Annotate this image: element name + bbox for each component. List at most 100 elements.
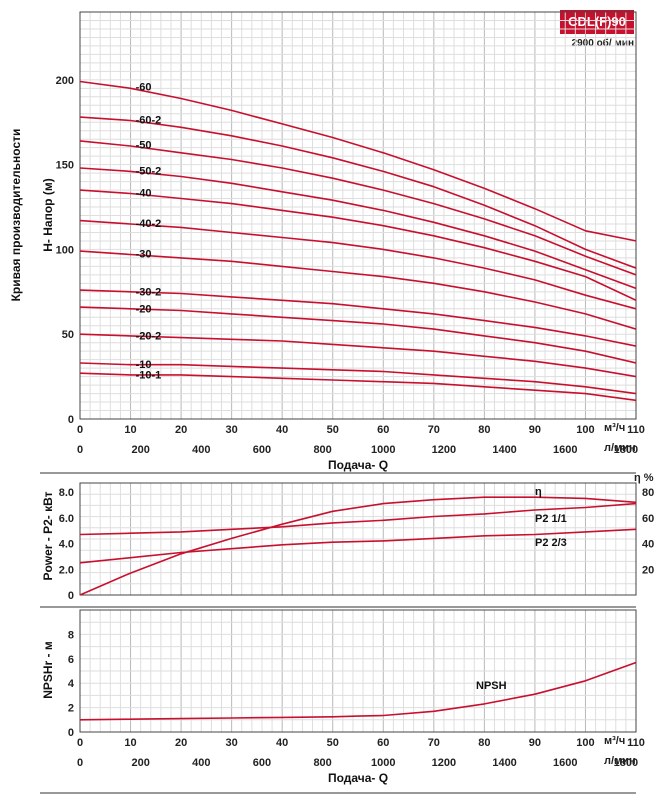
head-x-tick-label: 0 [77, 424, 83, 436]
npsh-curve-label: NPSH [476, 680, 507, 692]
power-y-tick-label: 2.0 [59, 564, 74, 576]
efficiency-y-axis-label: η % [634, 472, 654, 484]
head-x2-unit: л/мин [604, 442, 636, 454]
npsh-x2-tick-label: 1600 [553, 757, 577, 769]
head-curve-line [79, 250, 637, 330]
head-curve-label: -60 [136, 81, 152, 93]
power-curve-line [79, 496, 637, 596]
head-curve-label: -30 [136, 248, 152, 260]
head-curve-line [79, 167, 637, 290]
power-y-axis-label: Power - P2- кВт [41, 491, 55, 580]
head-curve-label: -20-2 [136, 330, 162, 342]
npsh-x-tick-label: 60 [377, 737, 389, 749]
head-x-tick-label: 70 [428, 424, 440, 436]
npsh-x2-tick-label: 1400 [492, 757, 516, 769]
head-curve-line [79, 80, 637, 242]
head-curve-line [79, 289, 637, 347]
head-curve-line [79, 333, 637, 378]
npsh-x2-unit: л/мин [604, 755, 636, 767]
npsh-x2-tick-label: 1000 [371, 757, 395, 769]
npsh-y-tick-label: 6 [68, 654, 74, 666]
head-curve-line [79, 189, 637, 302]
head-x2-tick-label: 1600 [553, 444, 577, 456]
head-curve-line [79, 140, 637, 276]
power-curve-line [79, 528, 637, 564]
npsh-x-tick-label: 80 [478, 737, 490, 749]
head-x2-tick-label: 1000 [371, 444, 395, 456]
power-curve-label: P2 1/1 [535, 513, 567, 525]
head-x2-tick-label: 600 [253, 444, 271, 456]
npsh-x-unit: м³/ч [604, 735, 625, 747]
npsh-x2-tick-label: 1200 [432, 757, 456, 769]
head-y-tick-label: 100 [56, 244, 74, 256]
npsh-x-tick-label: 70 [428, 737, 440, 749]
power-y-tick-label: 6.0 [59, 513, 74, 525]
npsh-x2-tick-label: 1800 [614, 757, 638, 769]
head-x2-tick-label: 0 [77, 444, 83, 456]
head-y-tick-label: 50 [62, 329, 74, 341]
head-x-tick-label: 100 [576, 424, 594, 436]
head-x2-tick-label: 1800 [614, 444, 638, 456]
head-curve-line [79, 362, 637, 395]
npsh-y-tick-label: 2 [68, 703, 74, 715]
npsh-x-tick-label: 20 [175, 737, 187, 749]
head-y-tick-label: 150 [56, 160, 74, 172]
head-curve-label: -10 [136, 359, 152, 371]
head-curve-label: -10-1 [136, 369, 162, 381]
head-curve-label: -30-2 [136, 286, 162, 298]
head-x2-tick-label: 400 [192, 444, 210, 456]
npsh-x-tick-label: 0 [77, 737, 83, 749]
head-y-axis-label: H- Напор (м) [41, 178, 55, 251]
npsh-x2-tick-label: 800 [313, 757, 331, 769]
npsh-x-tick-label: 50 [327, 737, 339, 749]
head-chart-frame [79, 11, 637, 420]
head-x-tick-label: 30 [226, 424, 238, 436]
side-title: Кривая производительности [9, 129, 23, 302]
head-curve-line [79, 306, 637, 364]
npsh-x2-tick-label: 400 [192, 757, 210, 769]
power-curve-label: P2 2/3 [535, 537, 567, 549]
npsh-x-tick-label: 110 [627, 737, 645, 749]
npsh-x-tick-label: 90 [529, 737, 541, 749]
power-chart-frame [79, 482, 637, 596]
head-x2-tick-label: 1400 [492, 444, 516, 456]
npsh-x-tick-label: 40 [276, 737, 288, 749]
speed-label: 2900 об/ мин [571, 38, 634, 49]
npsh-curve-line [79, 661, 637, 721]
head-x-tick-label: 90 [529, 424, 541, 436]
head-x-tick-label: 80 [478, 424, 490, 436]
head-curve-label: -50-2 [136, 165, 162, 177]
efficiency-y-tick-label: 80 [642, 487, 654, 499]
efficiency-y-tick-label: 60 [642, 513, 654, 525]
npsh-y-axis-label: NPSHr - м [41, 641, 55, 699]
npsh-x-tick-label: 100 [576, 737, 594, 749]
npsh-x2-tick-label: 0 [77, 757, 83, 769]
npsh-x-axis-label: Подача- Q [328, 771, 388, 785]
head-curve-label: -40-2 [136, 218, 162, 230]
head-curve-line [79, 372, 637, 402]
head-x-tick-label: 60 [377, 424, 389, 436]
power-curve-line [79, 502, 637, 536]
model-badge: CDL(F)90 [560, 10, 634, 34]
npsh-y-tick-label: 0 [68, 727, 74, 739]
npsh-x2-tick-label: 600 [253, 757, 271, 769]
head-y-tick-label: 200 [56, 75, 74, 87]
npsh-x-tick-label: 10 [124, 737, 136, 749]
head-curve-label: -40 [136, 187, 152, 199]
npsh-y-tick-label: 4 [68, 678, 75, 690]
npsh-chart-frame [79, 609, 637, 733]
head-x2-tick-label: 1200 [432, 444, 456, 456]
head-y-tick-label: 0 [68, 414, 74, 426]
head-x-tick-label: 50 [327, 424, 339, 436]
head-curve-line [79, 116, 637, 269]
head-x-axis-label: Подача- Q [328, 458, 388, 472]
head-curve-line [79, 219, 637, 310]
npsh-x-tick-label: 30 [226, 737, 238, 749]
power-y-tick-label: 0 [68, 590, 74, 602]
efficiency-y-tick-label: 40 [642, 539, 654, 551]
head-x2-tick-label: 200 [131, 444, 149, 456]
head-x-tick-label: 10 [124, 424, 136, 436]
head-x2-tick-label: 800 [313, 444, 331, 456]
power-y-tick-label: 4.0 [59, 539, 74, 551]
